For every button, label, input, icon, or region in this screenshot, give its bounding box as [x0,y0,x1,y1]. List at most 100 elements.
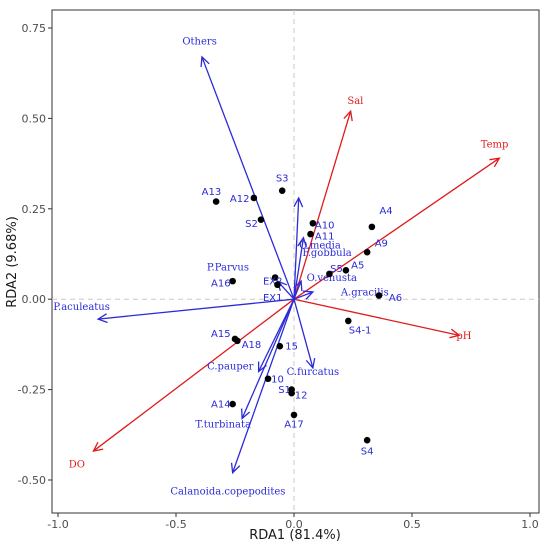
species-arrow-calanoida-copepodites: Calanoida.copepodites [170,298,295,497]
species-arrow-o-venusta: O.venusta [293,273,357,300]
y-tick-label: 0.25 [22,203,47,216]
species-arrow-head [241,408,251,420]
site-label: A17 [284,419,304,430]
site-a13: A13 [202,187,221,205]
species-label: Others [182,36,217,47]
species-arrow-head [297,236,307,248]
site-point [257,216,265,223]
site-point [288,389,295,397]
species-arrow-head [200,55,210,67]
site-15: 15 [276,342,298,353]
x-axis-title: RDA1 (81.4%) [249,528,341,543]
site-label: S3 [276,174,289,185]
site-label: A9 [375,239,388,250]
env-arrow-head [449,328,461,339]
site-point [290,411,298,419]
site-point [229,277,236,285]
species-label: O.media [299,241,341,252]
species-arrow-line [258,298,295,372]
site-a11: A11 [307,230,335,242]
species-arrow-others: Others [182,36,295,300]
site-point [344,317,352,325]
site-point [264,375,272,383]
species-label: A.gracilis [340,288,389,299]
y-tick-label: 0.75 [22,22,47,35]
site-ex2: EX2 [263,274,283,288]
site-point [342,266,350,274]
species-arrow-line [293,280,302,300]
species-arrow-head [293,196,304,208]
site-ex1: EX1 [263,281,283,304]
x-tick-label: 1.0 [521,518,539,531]
site-a18: A18 [234,337,262,351]
species-label: P.Parvus [207,262,249,273]
site-point [229,400,236,408]
site-label: A4 [379,206,392,217]
site-a9: A9 [363,239,388,256]
site-point [363,436,371,444]
site-s3: S3 [276,174,289,195]
y-tick-label: 0.00 [22,293,47,306]
site-a4: A4 [368,206,393,231]
species-label: F.gobbula [302,248,351,259]
y-axis-ticks: -0.50 -0.25 0.00 0.25 0.50 0.75 [18,22,52,487]
species-arrow-t-turbinata: T.turbinata [195,298,295,431]
site-s2: S2 [245,216,265,230]
env-arrow-head [343,109,353,122]
species-arrow-line [201,56,295,300]
env-arrow-line [93,298,295,452]
env-arrow-do: DO [69,298,295,470]
x-tick-label: -1.0 [47,518,68,531]
species-arrow-line [98,298,295,320]
species-arrow-head [293,279,303,292]
env-label: Sal [347,96,363,107]
site-point [309,219,317,227]
species-label: C.pauper [207,362,254,373]
site-label: A18 [242,340,262,351]
site-10: 10 [264,374,284,385]
species-arrow-f-gobbula: F.gobbula [293,236,352,300]
site-s4: S4 [361,436,374,458]
site-label: S2 [245,219,258,230]
site-label: 15 [285,342,298,353]
site-point [375,292,383,299]
site-point [278,187,286,195]
site-label: A16 [211,278,231,289]
site-point [274,281,281,289]
species-label: C.furcatus [287,367,340,378]
site-label: A5 [351,260,364,271]
x-axis-ticks: -1.0 -0.5 0.0 0.5 1.0 [47,513,539,531]
site-label: A11 [315,231,335,242]
env-arrow-line [293,298,460,336]
site-point [307,230,314,238]
site-a5: A5 [342,260,364,274]
env-label: pH [456,331,471,342]
species-arrow-o-media: O.media [293,196,341,300]
site-s4-1: S4-1 [344,317,371,336]
species-arrow-a-gracilis: A.gracilis [293,288,389,300]
site-a10: A10 [309,219,335,232]
species-arrow-head [276,280,288,291]
site-label: A14 [211,400,231,411]
x-tick-label: 0.0 [285,518,303,531]
site-point [271,274,279,281]
species-arrow-head [96,313,108,324]
site-a16: A16 [211,277,236,289]
env-arrow-ph: pH [293,298,472,342]
site-label: 12 [295,391,308,402]
species-label: Calanoida.copepodites [170,486,285,497]
species-arrow-c-furcatus: C.furcatus [287,299,340,378]
env-arrow-line [293,110,352,300]
site-point [363,248,371,256]
site-point [326,270,333,278]
env-arrow-sal: Sal [293,96,363,300]
site-point [276,342,284,350]
env-arrow-head [489,157,501,168]
env-arrow-head [92,441,104,452]
site-label: S4 [361,447,374,458]
species-label: P.aculeatus [53,302,110,313]
site-label: EX2 [263,277,283,288]
site-label: A10 [315,221,335,232]
